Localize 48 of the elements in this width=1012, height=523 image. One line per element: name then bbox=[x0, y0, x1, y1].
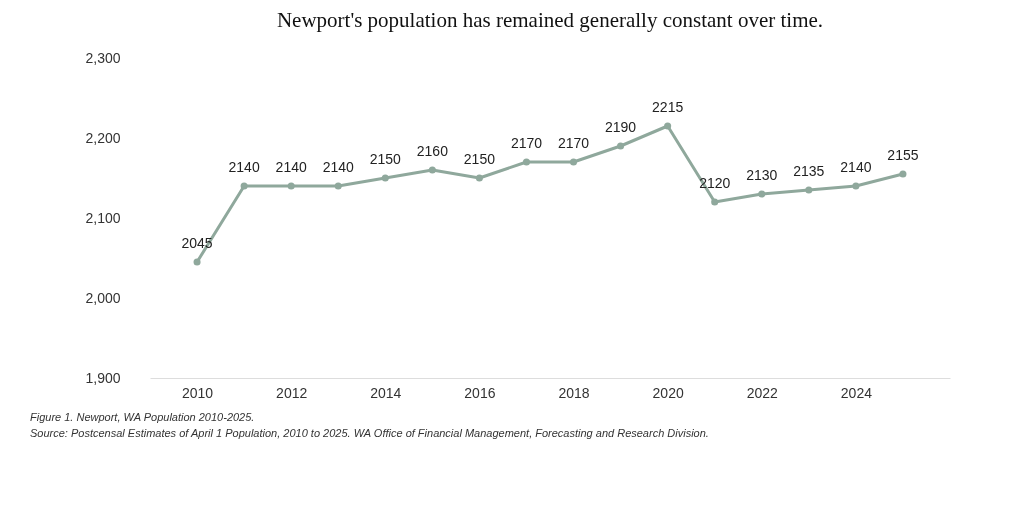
data-label: 2120 bbox=[699, 175, 731, 191]
data-label: 2150 bbox=[463, 151, 496, 167]
data-label: 2160 bbox=[416, 143, 449, 159]
point bbox=[664, 122, 672, 130]
data-label: 2215 bbox=[652, 99, 684, 115]
point bbox=[711, 198, 719, 206]
y-tick-label: 2,100 bbox=[85, 209, 121, 226]
data-label: 2140 bbox=[840, 159, 872, 175]
point bbox=[805, 186, 813, 194]
x-tick-label: 2012 bbox=[276, 384, 308, 401]
data-label: 2135 bbox=[793, 163, 825, 179]
point bbox=[334, 182, 342, 190]
point bbox=[428, 166, 436, 174]
data-label: 2140 bbox=[228, 159, 260, 175]
data-label: 2190 bbox=[605, 119, 637, 135]
x-tick-label: 2010 bbox=[181, 384, 214, 401]
point bbox=[569, 158, 578, 166]
point bbox=[852, 182, 860, 190]
data-label: 2155 bbox=[887, 147, 919, 163]
x-tick-label: 2022 bbox=[746, 384, 779, 401]
point bbox=[899, 170, 907, 178]
point bbox=[617, 142, 625, 150]
caption: Figure 1. Newport, WA Population 2010-2025. bbox=[30, 411, 255, 423]
data-label: 2170 bbox=[510, 135, 543, 151]
point bbox=[522, 158, 531, 166]
point bbox=[381, 174, 389, 182]
point bbox=[287, 182, 295, 190]
y-tick-label: 1,900 bbox=[85, 369, 121, 386]
x-tick-label: 2016 bbox=[464, 384, 496, 401]
point bbox=[758, 190, 766, 198]
data-label: 2130 bbox=[746, 167, 778, 183]
data-label: 2140 bbox=[275, 159, 307, 175]
y-tick-label: 2,200 bbox=[85, 129, 121, 146]
chart-title: Newport's population has remained generally constant over time. bbox=[276, 8, 824, 32]
point bbox=[475, 174, 483, 182]
data-label: 2140 bbox=[322, 159, 355, 175]
y-tick-label: 2,000 bbox=[85, 289, 121, 306]
data-label: 2150 bbox=[369, 151, 402, 167]
x-tick-label: 2014 bbox=[370, 384, 402, 401]
x-tick-label: 2018 bbox=[558, 384, 590, 401]
x-tick-label: 2024 bbox=[840, 384, 873, 401]
y-tick-label: 2,300 bbox=[85, 49, 121, 66]
data-label: 2045 bbox=[181, 235, 213, 251]
x-tick-label: 2020 bbox=[652, 384, 684, 401]
point bbox=[193, 258, 201, 266]
data-label: 2170 bbox=[557, 135, 590, 151]
source-note: Source: Postcensal Estimates of April 1 Population, 2010 to 2025. WA Office of Financial Management, Forecasting and Research Division. bbox=[30, 427, 709, 439]
point bbox=[240, 182, 248, 190]
